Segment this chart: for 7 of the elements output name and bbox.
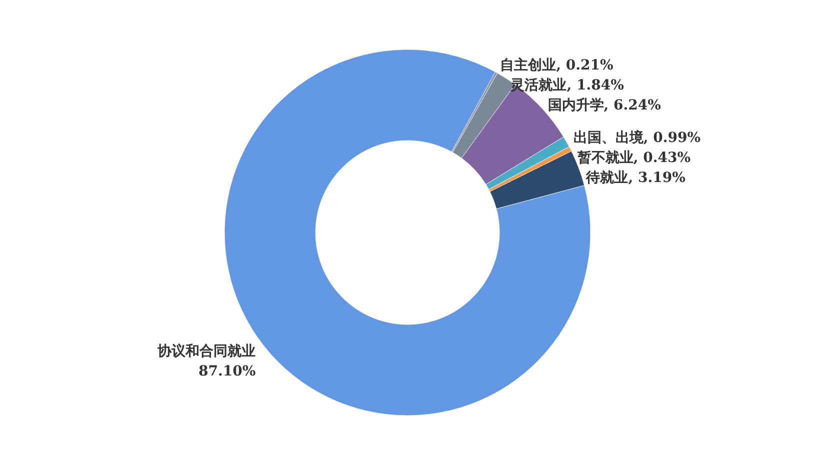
- slice-label: 自主创业, 0.21%: [500, 56, 614, 74]
- slice-label: 协议和合同就业: [156, 342, 256, 360]
- slice-label: 暂不就业, 0.43%: [576, 150, 691, 166]
- slice-label: 国内升学, 6.24%: [548, 96, 661, 114]
- slice-label: 待就业, 3.19%: [585, 170, 686, 186]
- data-label: 87.10%: [198, 364, 256, 380]
- slice-label: 出国、出境, 0.99%: [573, 128, 701, 146]
